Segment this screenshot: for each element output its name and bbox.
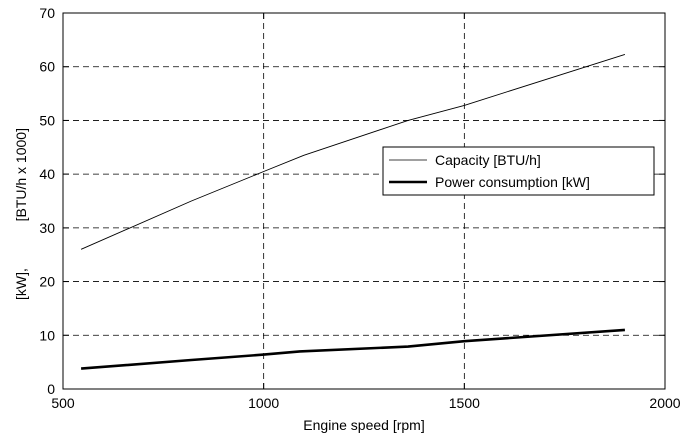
y-tick-label: 40 — [39, 166, 55, 182]
x-axis-label: Engine speed [rpm] — [303, 417, 424, 433]
legend-box — [382, 146, 655, 196]
series-line-capacity — [80, 53, 626, 250]
x-tick-label: 500 — [51, 395, 75, 411]
series-lines — [80, 53, 626, 370]
y-tick-label: 20 — [39, 274, 55, 290]
grid-lines — [63, 13, 665, 389]
x-tick-label: 1500 — [449, 395, 480, 411]
x-tick-label: 1000 — [248, 395, 279, 411]
series-line-power — [80, 328, 625, 370]
y-tick-label: 0 — [47, 381, 55, 397]
x-tick-labels: 500 1000 1500 2000 — [51, 395, 680, 411]
plot-area — [62, 12, 666, 390]
y-tick-label: 60 — [39, 59, 55, 75]
tick-marks — [62, 12, 666, 390]
legend-label-capacity: Capacity [BTU/h] — [435, 152, 541, 168]
y-tick-label: 30 — [39, 220, 55, 236]
y-tick-label: 50 — [39, 112, 55, 128]
y-axis-label: [kW], [BTU/h x 1000] — [13, 128, 29, 300]
y-tick-labels: 0 10 20 30 40 50 60 70 — [39, 5, 55, 397]
y-tick-label: 10 — [39, 327, 55, 343]
legend: Capacity [BTU/h] Power consumption [kW] — [382, 146, 655, 196]
y-tick-label: 70 — [39, 5, 55, 21]
legend-label-power: Power consumption [kW] — [435, 174, 590, 190]
x-tick-label: 2000 — [649, 395, 680, 411]
